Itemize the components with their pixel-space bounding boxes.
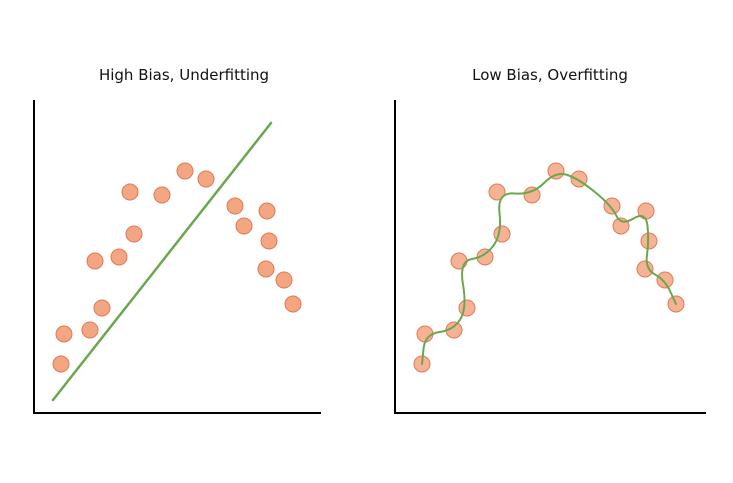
data-point [86, 252, 104, 270]
data-point [523, 186, 541, 204]
right-chart-title: Low Bias, Overfitting [472, 66, 628, 84]
data-point [52, 355, 70, 373]
data-point [197, 170, 215, 188]
left-chart-title: High Bias, Underfitting [98, 66, 270, 84]
right-axes [394, 100, 706, 414]
data-point [260, 232, 278, 250]
data-point [257, 260, 275, 278]
right-fit-curve [421, 173, 677, 365]
data-point [93, 299, 111, 317]
data-point [656, 271, 674, 289]
data-point [258, 202, 276, 220]
data-point [284, 295, 302, 313]
data-point [450, 252, 468, 270]
data-point [121, 183, 139, 201]
data-point [110, 248, 128, 266]
data-point [153, 186, 171, 204]
data-point [235, 217, 253, 235]
data-point [55, 325, 73, 343]
data-point [226, 197, 244, 215]
left-axes [33, 100, 321, 414]
data-point [81, 321, 99, 339]
data-point [488, 183, 506, 201]
data-point [125, 225, 143, 243]
left-scatter-points [52, 162, 302, 373]
left-fit-line [51, 121, 273, 402]
data-point [636, 260, 654, 278]
data-point [275, 271, 293, 289]
data-point [603, 197, 621, 215]
data-point [458, 299, 476, 317]
data-point [176, 162, 194, 180]
right-scatter-points [413, 162, 685, 373]
